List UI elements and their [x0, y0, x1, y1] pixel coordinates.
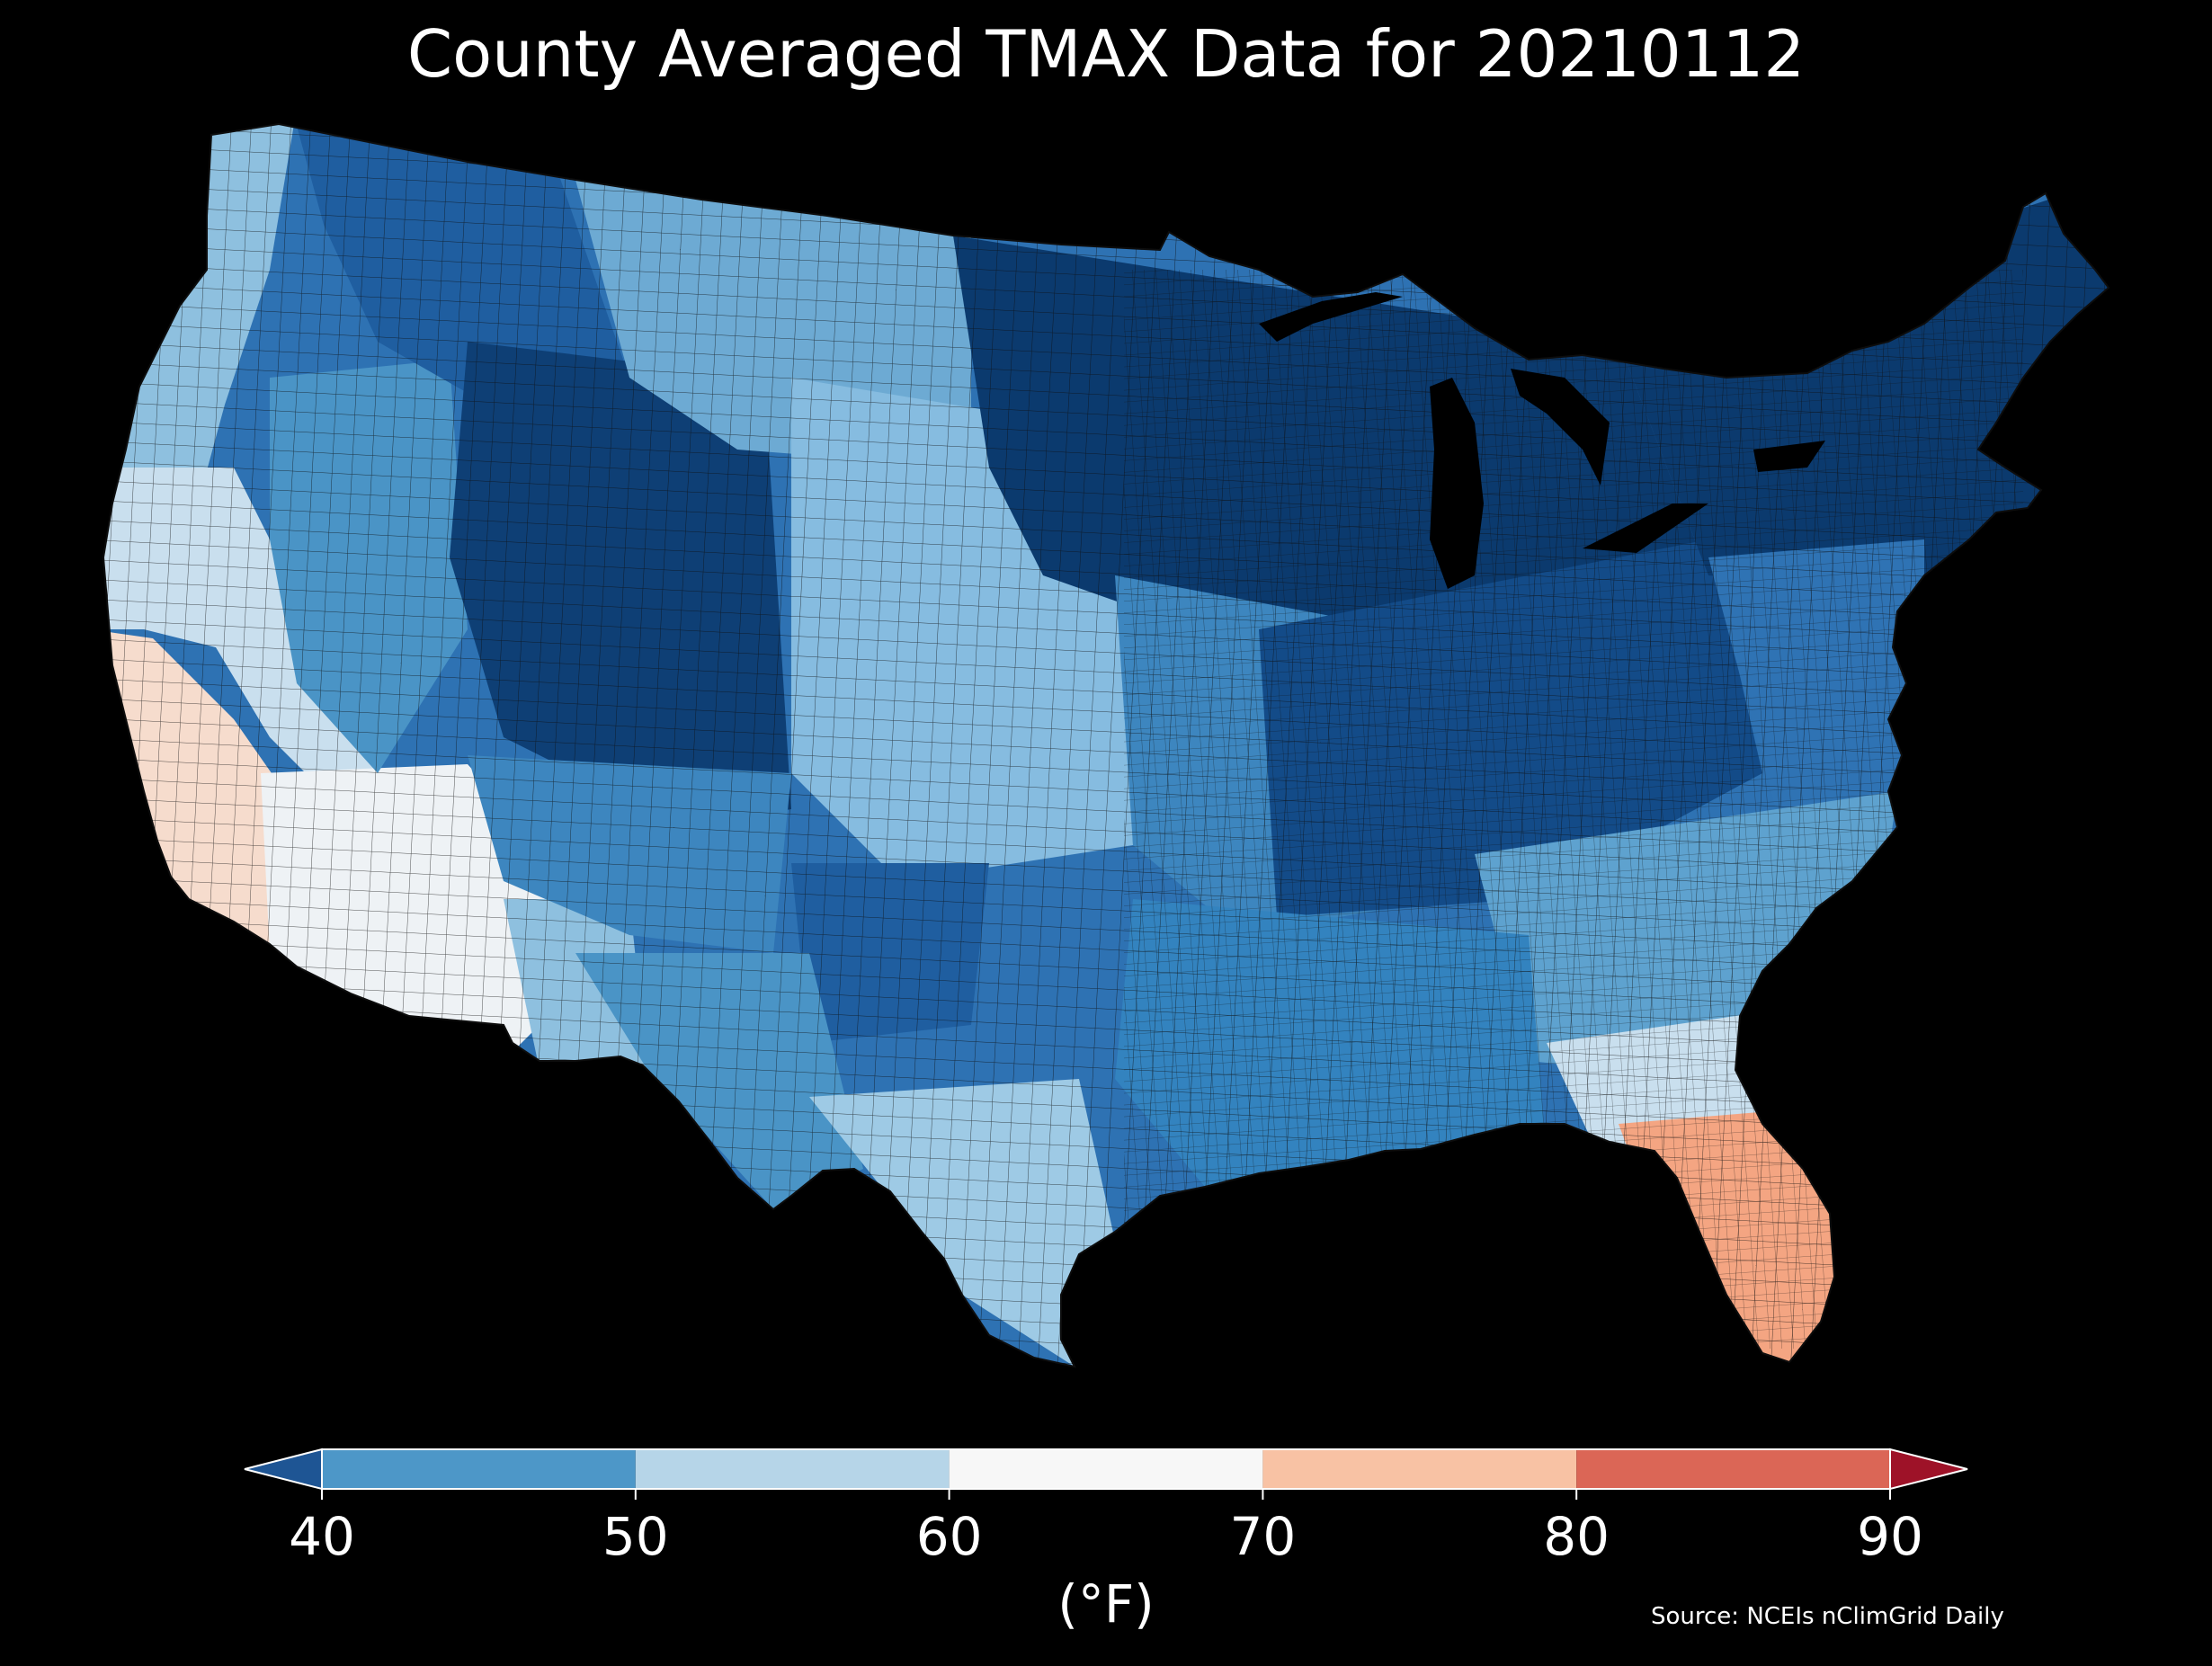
colorbar-bin-40-50	[322, 1449, 636, 1489]
lake-michigan	[1430, 378, 1484, 589]
colorbar-tick-label: 60	[915, 1506, 983, 1567]
colorbar-over-extension	[1889, 1448, 1968, 1491]
lake-erie	[1583, 503, 1708, 553]
colorbar-tick-label: 80	[1543, 1506, 1610, 1567]
colorbar-under-extension	[244, 1448, 323, 1491]
colorbar-tick-label: 40	[289, 1506, 355, 1567]
colorbar-bin-60-70	[949, 1449, 1263, 1489]
colorbar-bin-70-80	[1262, 1449, 1577, 1489]
colorbar-unit-label: (°F)	[1057, 1573, 1155, 1635]
lake-huron	[1511, 369, 1610, 486]
colorbar-bin-80-90	[1576, 1449, 1890, 1489]
colorbar-tick-label: 90	[1857, 1506, 1923, 1567]
lake-ontario	[1753, 441, 1825, 472]
colorbar-tick-label: 70	[1229, 1506, 1297, 1567]
lake-superior	[1259, 292, 1403, 342]
map-title: County Averaged TMAX Data for 20210112	[406, 16, 1806, 92]
source-label: Source: NCEIs nClimGrid Daily	[1651, 1603, 2004, 1630]
colorbar-outline	[321, 1448, 1891, 1490]
great-lakes	[1259, 292, 1825, 589]
colorbar-bin-50-60	[635, 1449, 950, 1489]
colorbar-tick-label: 50	[602, 1506, 669, 1567]
